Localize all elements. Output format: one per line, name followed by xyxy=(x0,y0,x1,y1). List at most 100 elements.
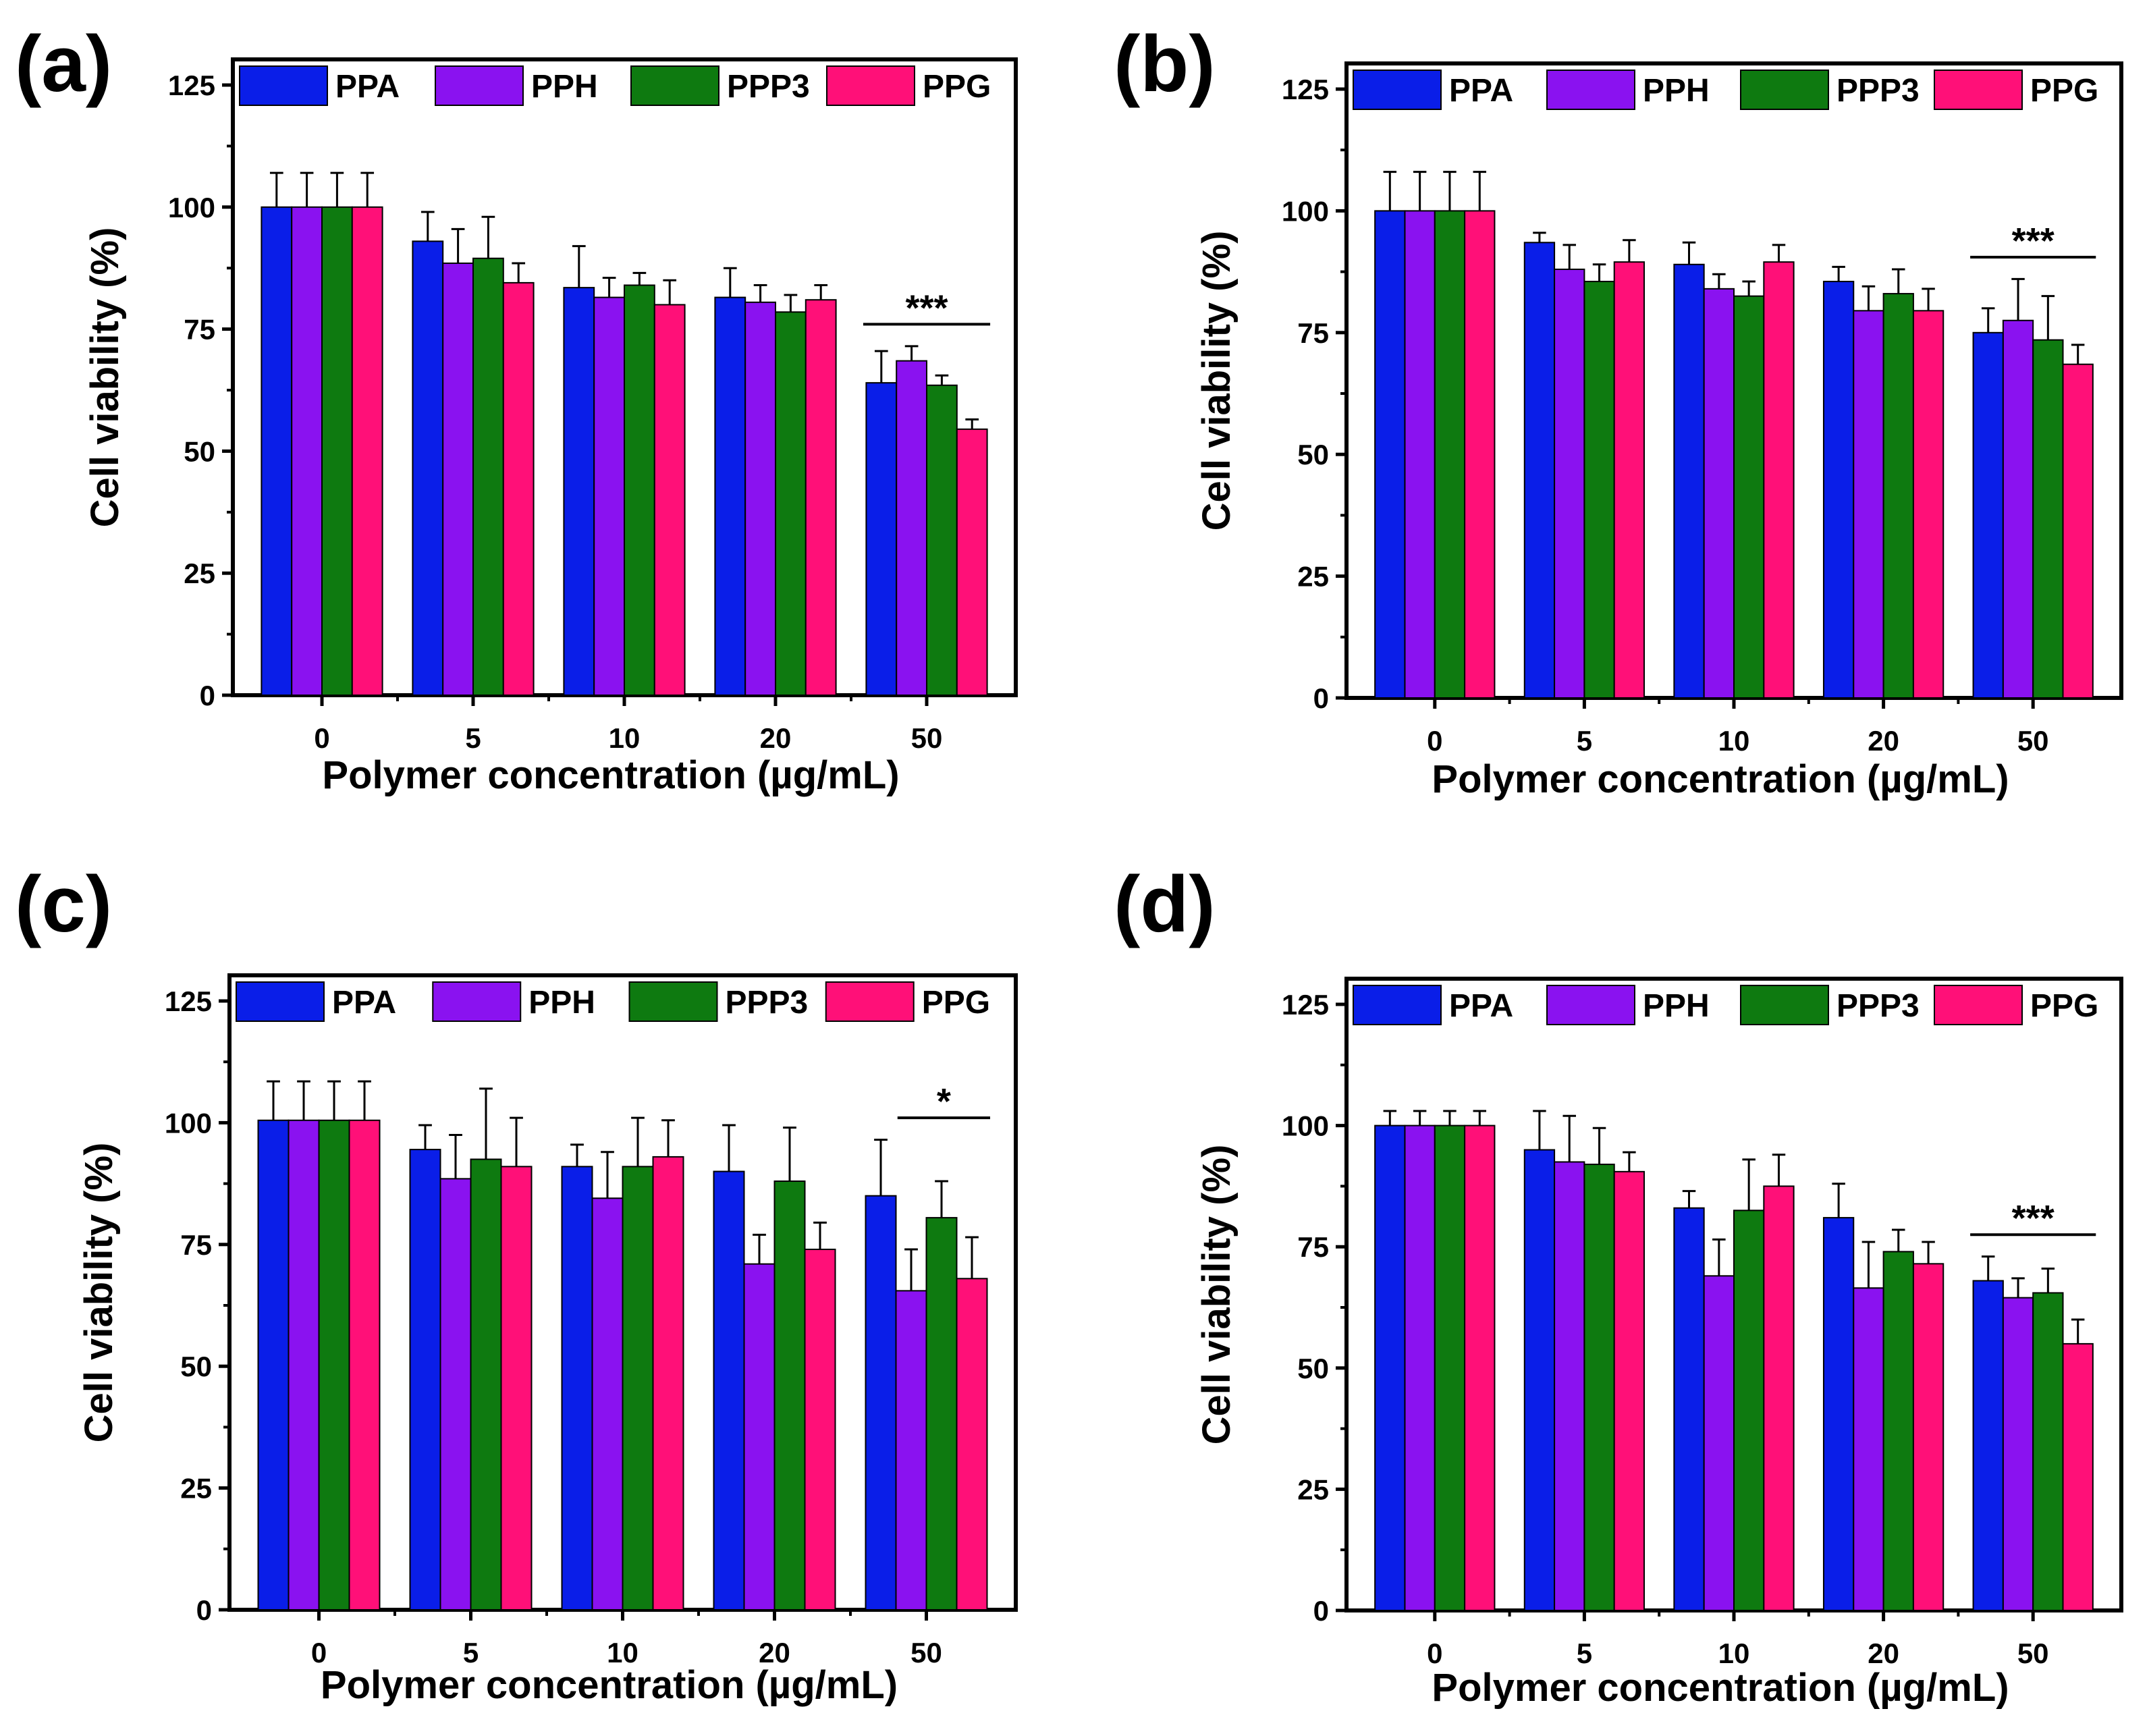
legend-swatch-ppp3 xyxy=(1740,985,1829,1025)
legend-swatch-ppg xyxy=(826,65,915,106)
bar-ppa-20 xyxy=(1822,1217,1855,1611)
x-axis-title: Polymer concentration (µg/mL) xyxy=(322,753,899,797)
chart-panel-c: (c) 0 25 50 75 100 125 0 5 10 20 50 * PPA PPH PPP3 PPG Ce… xyxy=(15,860,1018,1707)
y-tick-label: 125 xyxy=(168,70,215,101)
chart-panel-b: (b) 0 25 50 75 100 125 0 5 10 20 50 *** PPA PPH PPP3 PPG… xyxy=(1114,20,2123,801)
bar-ppg-5 xyxy=(1613,1170,1645,1611)
bar-pph-0 xyxy=(291,206,323,696)
x-axis-title: Polymer concentration (µg/mL) xyxy=(1432,757,2009,801)
x-tick-label: 50 xyxy=(2017,725,2049,757)
x-tick-label: 20 xyxy=(1868,725,1899,757)
y-axis-title: Cell viability (%) xyxy=(77,1143,121,1443)
bar-ppp3-50 xyxy=(925,1217,958,1611)
bar-ppg-20 xyxy=(1912,310,1944,699)
bar-pph-50 xyxy=(2002,1297,2034,1611)
bar-ppg-0 xyxy=(351,206,383,696)
panel-label: (b) xyxy=(1114,20,1216,109)
bar-ppp3-0 xyxy=(1434,210,1466,699)
bar-pph-10 xyxy=(591,1197,624,1611)
legend-label-ppp3: PPP3 xyxy=(726,985,809,1021)
legend-label-ppa: PPA xyxy=(335,69,400,105)
bar-ppp3-5 xyxy=(1583,1164,1615,1611)
bar-pph-20 xyxy=(1853,310,1884,699)
legend-swatch-pph xyxy=(435,65,524,106)
x-tick-label: 20 xyxy=(759,1637,790,1669)
bar-ppp3-20 xyxy=(1882,293,1914,699)
legend-swatch-ppg xyxy=(1934,985,2023,1025)
bar-ppg-10 xyxy=(1763,1185,1795,1611)
y-axis-title: Cell viability (%) xyxy=(1195,1145,1239,1445)
bar-ppp3-20 xyxy=(773,1180,806,1610)
y-tick-label: 50 xyxy=(180,1351,212,1382)
bar-ppg-50 xyxy=(2062,363,2094,699)
bar-ppa-0 xyxy=(257,1119,290,1610)
y-tick-label: 75 xyxy=(180,1229,212,1261)
bar-ppa-50 xyxy=(865,382,898,696)
bar-ppg-10 xyxy=(652,1156,684,1610)
legend-label-ppa: PPA xyxy=(1449,988,1513,1024)
legend-swatch-pph xyxy=(1546,985,1635,1025)
bar-ppp3-5 xyxy=(1583,281,1615,699)
x-tick-label: 20 xyxy=(1868,1637,1899,1669)
y-tick-label: 50 xyxy=(1297,1353,1329,1384)
bar-ppa-5 xyxy=(412,240,444,696)
x-tick-label: 10 xyxy=(1718,1637,1750,1669)
bar-ppg-10 xyxy=(653,304,686,696)
chart-panel-a: (a) 0 25 50 75 100 125 0 5 10 20 50 *** PPA PPH PPP3 PPG… xyxy=(15,20,1018,797)
bar-ppa-10 xyxy=(561,1166,593,1610)
bar-ppp3-50 xyxy=(926,384,958,696)
legend-label-ppg: PPG xyxy=(923,69,991,105)
y-tick-label: 0 xyxy=(200,680,215,711)
panel-label: (c) xyxy=(15,860,112,949)
bar-ppa-0 xyxy=(1374,1124,1406,1611)
x-tick-label: 10 xyxy=(609,722,641,754)
legend-label-ppp3: PPP3 xyxy=(1837,73,1920,109)
bar-ppg-5 xyxy=(502,281,535,696)
bar-ppp3-0 xyxy=(1434,1124,1466,1611)
bar-pph-5 xyxy=(442,262,474,696)
y-tick-label: 100 xyxy=(168,192,215,223)
bar-pph-20 xyxy=(744,301,776,697)
bar-pph-50 xyxy=(2002,319,2034,699)
legend-label-ppa: PPA xyxy=(332,985,396,1021)
bar-ppp3-50 xyxy=(2032,1292,2064,1611)
bar-ppg-5 xyxy=(500,1166,533,1610)
bar-ppp3-10 xyxy=(1733,295,1765,699)
x-axis-title: Polymer concentration (µg/mL) xyxy=(321,1663,898,1707)
bar-pph-10 xyxy=(593,296,626,697)
bar-ppa-20 xyxy=(1822,281,1855,699)
x-tick-label: 5 xyxy=(1577,725,1592,757)
panel-label: (a) xyxy=(15,20,112,109)
x-tick-label: 0 xyxy=(1427,1637,1442,1669)
legend-swatch-ppp3 xyxy=(630,65,719,106)
significance-label: *** xyxy=(2012,1198,2055,1239)
bar-ppa-0 xyxy=(261,206,293,696)
y-tick-label: 125 xyxy=(1282,74,1329,105)
bar-pph-10 xyxy=(1703,288,1735,699)
bar-ppg-50 xyxy=(956,1278,988,1610)
chart-panel-d: (d) 0 25 50 75 100 125 0 5 10 20 50 *** PPA PPH PPP3 PPG… xyxy=(1114,860,2123,1710)
y-tick-label: 0 xyxy=(196,1594,212,1626)
bar-ppp3-50 xyxy=(2032,339,2064,699)
bar-ppg-20 xyxy=(805,299,837,696)
x-tick-label: 20 xyxy=(760,722,792,754)
bar-ppa-50 xyxy=(1972,331,2004,699)
legend-label-ppg: PPG xyxy=(922,985,990,1021)
y-tick-label: 125 xyxy=(165,985,212,1017)
x-tick-label: 50 xyxy=(910,1637,942,1669)
bar-pph-20 xyxy=(1853,1287,1884,1612)
y-tick-label: 100 xyxy=(1282,195,1329,227)
legend-label-ppa: PPA xyxy=(1449,73,1513,109)
legend-swatch-ppg xyxy=(1934,70,2023,110)
legend-label-pph: PPH xyxy=(531,69,598,105)
bar-ppp3-0 xyxy=(318,1119,350,1610)
bar-ppa-50 xyxy=(865,1195,897,1610)
x-tick-label: 5 xyxy=(1577,1637,1592,1669)
y-tick-label: 25 xyxy=(180,1473,212,1504)
legend-swatch-ppp3 xyxy=(1740,70,1829,110)
y-tick-label: 50 xyxy=(184,435,215,467)
legend-label-ppg: PPG xyxy=(2030,988,2098,1024)
bar-ppg-5 xyxy=(1613,261,1645,699)
bar-pph-20 xyxy=(743,1263,776,1610)
